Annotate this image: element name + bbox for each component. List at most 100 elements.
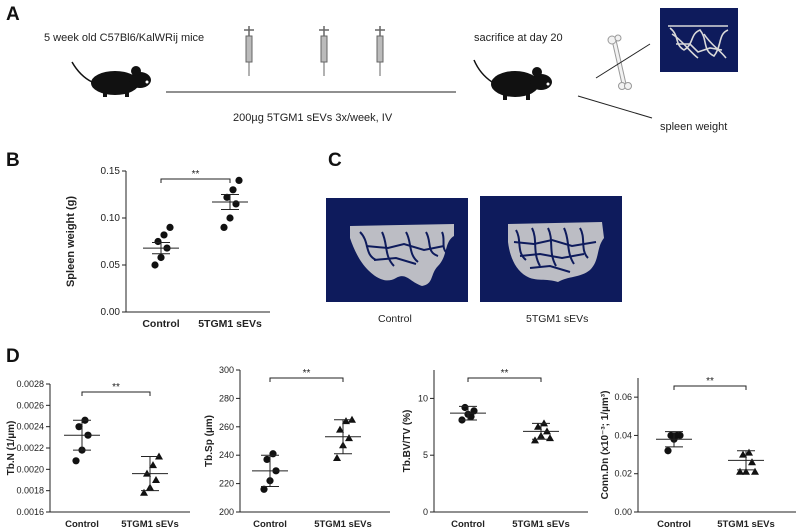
data-point <box>149 461 157 469</box>
significance-label: ** <box>303 368 311 379</box>
data-point <box>336 425 344 433</box>
y-tick-label: 220 <box>219 479 234 489</box>
significance-label: ** <box>192 169 200 180</box>
data-point <box>467 412 475 421</box>
y-tick-label: 0.0028 <box>16 379 44 389</box>
x-tick-label: Control <box>451 519 485 529</box>
y-tick-label: 0.00 <box>614 507 632 517</box>
panel-b-letter: B <box>6 150 20 171</box>
chart-conndn: 0.00 0.02 0.04 0.06 Control 5TGM1 sEVs Conn.Dn… <box>600 376 796 529</box>
y-tick-label: 10 <box>418 393 428 403</box>
data-point <box>531 436 539 444</box>
y-tick-label: 0.0022 <box>16 443 44 453</box>
data-point <box>664 447 672 455</box>
y-tick-label: 5 <box>423 450 428 460</box>
microct-thumb <box>660 8 738 72</box>
data-point <box>232 200 240 208</box>
panel-c-letter: C <box>328 150 342 171</box>
data-point <box>166 223 174 231</box>
data-point <box>260 485 268 493</box>
data-point <box>152 476 160 483</box>
data-point <box>748 458 756 466</box>
data-point <box>534 422 542 430</box>
mouse-icon-left <box>71 61 151 97</box>
syringe-icon-2 <box>319 26 329 76</box>
y-tick-label: 0.0016 <box>16 507 44 517</box>
data-point <box>220 223 228 231</box>
connector-to-microct <box>595 43 651 79</box>
data-point <box>333 454 341 462</box>
data-point <box>543 427 551 435</box>
panel-a-letter: A <box>6 4 20 25</box>
y-tick-label: 0.0024 <box>16 422 44 432</box>
femur-icon <box>607 34 632 90</box>
significance-label: ** <box>501 368 509 379</box>
microct-control-image <box>326 198 468 302</box>
data-point <box>75 423 83 431</box>
y-axis-label: Spleen weight (g) <box>65 196 77 287</box>
data-point <box>235 176 243 184</box>
data-point <box>72 457 80 465</box>
significance-bracket <box>673 385 747 390</box>
data-point <box>342 417 350 425</box>
y-tick-label: 0.0020 <box>16 464 44 474</box>
treatment-label: 200µg 5TGM1 sEVs 3x/week, IV <box>233 112 393 124</box>
y-tick-label: 0.02 <box>614 469 632 479</box>
significance-label: ** <box>706 376 714 387</box>
y-tick-label: 0.15 <box>101 166 121 177</box>
chart-spleen: 0.00 0.05 0.10 0.15 Control 5TGM1 sEVs Spleen … <box>65 166 270 330</box>
mice-label: 5 week old C57Bl6/KalWRij mice <box>44 32 205 44</box>
data-point <box>751 467 759 475</box>
y-tick-label: 280 <box>219 393 234 403</box>
data-point <box>155 452 163 460</box>
y-tick-label: 0.06 <box>614 392 632 402</box>
data-point <box>742 467 750 475</box>
significance-bracket <box>467 377 542 382</box>
x-tick-label: Control <box>142 318 179 330</box>
y-tick-label: 0.10 <box>101 213 121 224</box>
syringe-icon-1 <box>244 26 254 76</box>
microct-sevs-caption: 5TGM1 sEVs <box>526 313 589 325</box>
data-point <box>461 403 469 412</box>
data-point <box>154 237 162 246</box>
y-tick-label: 0.0018 <box>16 486 44 496</box>
x-tick-label: 5TGM1 sEVs <box>314 519 372 529</box>
connector-to-spleen <box>577 95 653 119</box>
data-point <box>673 431 681 440</box>
microct-sevs-image <box>480 196 622 302</box>
chart-bvtv: 0 5 10 Control 5TGM1 sEVs Tb.BV/TV (%) ** <box>402 368 588 529</box>
chart-tbn: 0.0016 0.0018 0.0020 0.0022 0.0024 0.0026 0.00… <box>6 379 190 529</box>
y-axis-label: Tb.Sp (µm) <box>204 415 215 467</box>
y-tick-label: 200 <box>219 507 234 517</box>
y-axis-label: Tb.BV/TV (%) <box>402 410 413 473</box>
x-tick-label: Control <box>253 519 287 529</box>
x-tick-label: Control <box>657 519 691 529</box>
spleen-label: spleen weight <box>660 121 728 133</box>
y-tick-label: 0.04 <box>614 430 632 440</box>
syringe-icon-3 <box>375 26 385 76</box>
schematic <box>71 8 738 119</box>
x-tick-label: 5TGM1 sEVs <box>198 318 262 330</box>
data-point <box>229 186 237 194</box>
significance-bracket <box>81 391 151 396</box>
sacrifice-label: sacrifice at day 20 <box>474 32 563 44</box>
y-tick-label: 0.0026 <box>16 400 44 410</box>
chart-tbsp: 200 220 240 260 280 300 Control 5TGM1 sEVs Tb.Sp… <box>204 365 390 529</box>
data-point <box>223 193 231 201</box>
data-point <box>745 448 753 456</box>
x-tick-label: 5TGM1 sEVs <box>512 519 570 529</box>
y-axis-label: Conn.Dn (x10⁻³; 1/µm³) <box>600 391 611 500</box>
data-point <box>667 431 675 440</box>
data-point <box>157 253 165 262</box>
x-tick-label: 5TGM1 sEVs <box>121 519 179 529</box>
microct-control-caption: Control <box>378 313 412 325</box>
y-tick-label: 240 <box>219 450 234 460</box>
data-point <box>739 450 747 458</box>
significance-bracket <box>269 377 344 382</box>
significance-bracket <box>160 178 231 183</box>
y-axis-label: Tb.N (1/µm) <box>6 421 17 476</box>
data-point <box>263 455 271 464</box>
data-point <box>546 434 554 442</box>
data-point <box>226 214 234 222</box>
y-tick-label: 0.05 <box>101 260 121 271</box>
